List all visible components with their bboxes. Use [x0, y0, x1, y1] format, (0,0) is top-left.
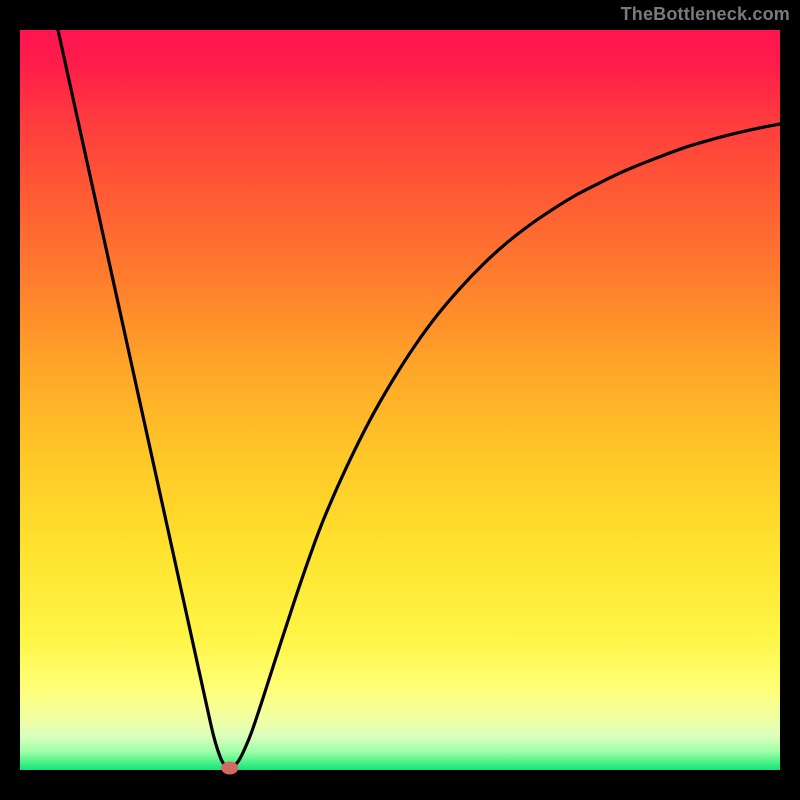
- attribution-text: TheBottleneck.com: [621, 4, 790, 25]
- chart-frame: TheBottleneck.com: [0, 0, 800, 800]
- minimum-marker: [221, 762, 239, 775]
- curve-svg: [20, 30, 780, 770]
- plot-area: [20, 30, 780, 770]
- bottleneck-curve: [58, 30, 780, 768]
